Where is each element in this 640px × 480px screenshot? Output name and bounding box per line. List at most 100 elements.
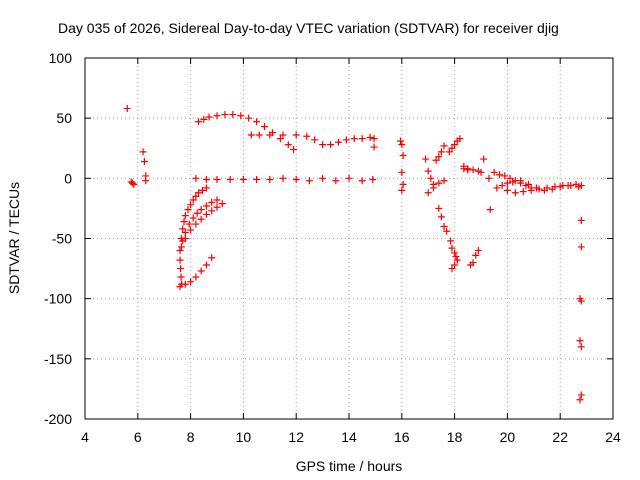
data-point [255, 131, 263, 139]
data-point [577, 391, 585, 399]
data-point [266, 176, 274, 184]
data-point [435, 153, 443, 161]
data-point [519, 188, 527, 196]
data-point [435, 204, 443, 212]
data-point [319, 174, 327, 182]
data-point [575, 183, 583, 191]
data-point [551, 183, 559, 191]
data-point [342, 136, 350, 144]
data-point [319, 141, 327, 149]
data-point [185, 220, 193, 228]
data-point [181, 280, 189, 288]
data-point [177, 273, 185, 281]
data-point [193, 209, 201, 217]
data-point [469, 166, 477, 174]
data-point [180, 218, 188, 226]
x-tick-label: 8 [187, 429, 195, 445]
data-point [192, 273, 200, 281]
data-point [200, 115, 208, 123]
data-point [493, 184, 501, 192]
data-point [495, 171, 503, 179]
data-point [440, 222, 448, 230]
data-point [453, 256, 461, 264]
x-tick-label: 18 [447, 429, 463, 445]
data-point [577, 343, 585, 351]
data-point [398, 186, 406, 194]
data-point [184, 206, 192, 214]
data-point [239, 176, 247, 184]
x-tick-label: 14 [341, 429, 357, 445]
data-point [559, 182, 567, 190]
x-tick-label: 10 [236, 429, 252, 445]
data-point [292, 176, 300, 184]
data-point [358, 177, 366, 185]
data-point [187, 201, 195, 209]
data-point [189, 214, 197, 222]
data-point [398, 141, 406, 149]
data-point [451, 249, 459, 257]
y-tick-label: 100 [49, 50, 73, 66]
data-point [247, 131, 255, 139]
x-tick-label: 6 [134, 429, 142, 445]
data-point [305, 177, 313, 185]
data-point [432, 156, 440, 164]
data-point [332, 177, 340, 185]
data-point [472, 251, 480, 259]
data-point [213, 112, 221, 120]
data-point [509, 178, 517, 186]
data-point [202, 261, 210, 269]
data-point [181, 228, 189, 236]
y-axis-label: SDTVAR / TECUs [6, 182, 22, 294]
data-point [176, 283, 184, 291]
data-point [181, 212, 189, 220]
data-point [192, 174, 200, 182]
data-point [208, 207, 216, 215]
data-point [452, 253, 460, 261]
data-point [229, 111, 237, 119]
data-point [398, 168, 406, 176]
data-point [448, 265, 456, 273]
data-point [197, 267, 205, 275]
x-tick-label: 20 [500, 429, 516, 445]
data-point [440, 142, 448, 150]
data-point [181, 235, 189, 242]
data-point [485, 174, 493, 182]
data-point [292, 131, 300, 139]
data-point [218, 200, 226, 208]
chart-title: Day 035 of 2026, Sidereal Day-to-day VTE… [58, 20, 559, 36]
data-point [422, 155, 430, 163]
data-point [177, 265, 185, 273]
data-point [460, 162, 468, 170]
data-point [440, 177, 448, 185]
data-point [213, 203, 221, 211]
data-point [198, 186, 206, 194]
data-point [456, 135, 464, 143]
plot-frame [84, 57, 614, 420]
data-point [511, 189, 519, 197]
data-point [358, 135, 366, 143]
data-point [253, 176, 261, 184]
data-point [187, 278, 195, 286]
data-point [577, 297, 585, 305]
data-point [129, 179, 137, 187]
data-point [213, 176, 221, 184]
data-point [451, 141, 459, 149]
data-point [187, 226, 195, 234]
data-point [370, 135, 378, 143]
data-point [226, 176, 234, 184]
data-point [429, 184, 437, 192]
data-point [197, 215, 205, 223]
x-tick-label: 22 [552, 429, 568, 445]
data-point [576, 396, 584, 404]
data-point [427, 174, 435, 182]
data-point [469, 259, 477, 267]
data-point [424, 189, 432, 197]
data-point [451, 261, 459, 269]
y-tick-labels: 100 50 0 -50 -100 -150 -200 [44, 50, 72, 427]
data-points [123, 105, 585, 404]
data-point [208, 198, 216, 206]
data-point [237, 112, 245, 120]
data-point [197, 206, 205, 214]
data-point [577, 243, 585, 251]
